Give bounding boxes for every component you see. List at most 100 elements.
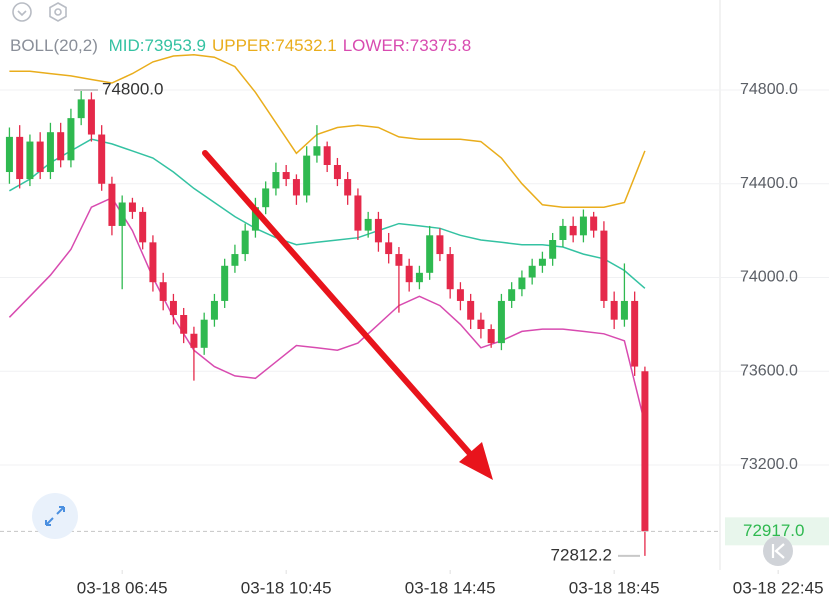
candle-body [149,242,157,283]
x-tick-label: 03-18 18:45 [569,578,660,597]
candle-body [374,218,382,243]
candle-body [590,216,598,231]
candle-body [241,230,249,255]
candle-body [395,254,403,266]
candle-body [292,179,300,196]
candle-body [231,254,239,266]
collapse-chevron [17,10,27,17]
candle-body [272,172,280,189]
candle-body [456,289,464,301]
candle-body [98,134,106,184]
candle-body [415,272,423,283]
legend-entry: UPPER:74532.1 [211,36,337,55]
low-marker-label: 72812.2 [551,545,612,564]
candle-body [16,136,24,180]
candle-body [26,141,34,180]
candle-body [313,146,321,156]
expand-icon [45,506,65,526]
candle-body [528,265,536,278]
candle-body [600,230,608,301]
candle-body [67,118,75,161]
boll-line [8,196,646,424]
candle-body [344,179,352,196]
y-tick-label: 73600.0 [740,362,798,379]
labels: 73200.0 73600.0 74000.0 74400.0 74800.0 03-18… [0,79,829,597]
candle-body [508,289,516,301]
collapse-icon[interactable] [12,2,32,22]
candle-body [518,277,526,290]
candle-body [641,371,649,532]
expand-button[interactable] [32,493,78,539]
candle-body [221,265,229,301]
candle-body [426,235,434,273]
candle-body [569,225,577,236]
indicator-lines [8,54,646,424]
boll-line [9,54,646,208]
x-tick-label: 03-18 14:45 [405,578,496,597]
candle-body [251,207,259,231]
candle-body [303,155,311,196]
settings-icon[interactable] [49,2,67,22]
indicator-legend: BOLL(20,2) MID:73953.9 UPPER:74532.1 LOWER… [10,36,477,56]
candle-body [487,329,495,344]
candle-body [538,258,546,266]
indicator-name: BOLL(20,2) [10,36,98,55]
candle-body [262,188,270,208]
candle-body [446,254,454,290]
last-price-label: 72917.0 [743,521,804,540]
candle-body [559,225,567,240]
candle-body [497,300,505,344]
x-tick-label: 03-18 10:45 [241,578,332,597]
high-marker-label: 74800.0 [102,79,163,98]
candle-body [46,132,54,173]
y-tick-label: 74800.0 [740,81,798,98]
x-tick-label: 03-18 06:45 [77,578,168,597]
trend-arrow [202,150,475,459]
candle-body [200,319,208,348]
candle-body [169,300,177,315]
grid [0,89,829,574]
candle-body [385,242,393,255]
y-tick-label: 73200.0 [740,456,798,473]
candle-body [549,240,557,259]
candle-body [323,146,331,165]
candle-body [333,165,341,180]
candle-body [364,218,372,231]
candle-body [210,300,218,320]
boll-line [9,138,646,289]
legend-entry: LOWER:73375.8 [342,36,472,55]
candle-body [5,136,13,173]
candle-body [190,333,198,348]
settings-dot [54,8,62,16]
candle-body [282,172,290,180]
candle-body [610,300,618,320]
candle-body [579,216,587,236]
latest-icon [771,543,785,559]
candle-body [180,315,188,334]
candle-body [128,202,136,212]
y-tick-label: 74400.0 [740,175,798,192]
candle-body [159,282,167,301]
candle-body [631,300,639,367]
candle-body [139,211,147,243]
candle-body [57,132,65,161]
candle-body [118,202,126,226]
latest-button[interactable] [763,536,793,566]
x-tick-label: 03-18 22:45 [733,578,824,597]
candle-body [87,99,95,135]
candle-body [108,183,116,226]
legend-entry: MID:73953.9 [108,36,206,55]
candle-body [77,99,85,119]
candle-body [36,141,44,173]
candle-body [354,195,362,231]
candle-body [620,300,628,320]
candle-body [477,319,485,330]
candle-body [436,235,444,255]
trend-arrow-head [459,442,493,480]
candle-body [405,265,413,283]
candle-body [467,300,475,320]
candles [5,90,649,556]
y-tick-label: 74000.0 [740,269,798,286]
